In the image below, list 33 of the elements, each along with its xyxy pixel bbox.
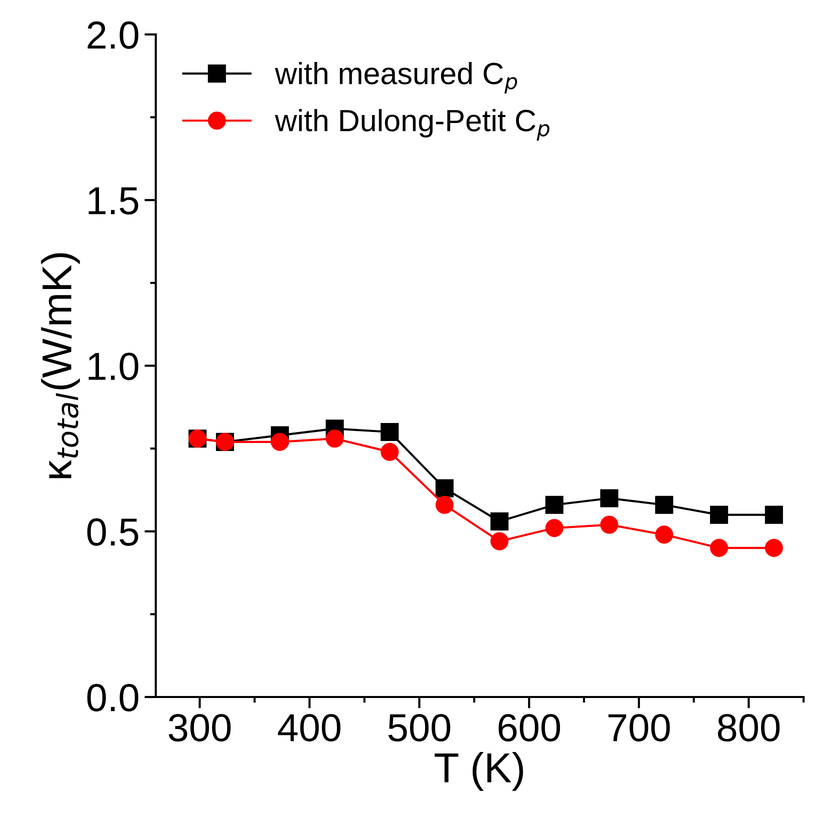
- point: [545, 496, 564, 514]
- point: [600, 489, 618, 508]
- x-tick-label: 600: [498, 714, 560, 742]
- point: [600, 516, 618, 534]
- y-tick-label: 0.0: [87, 684, 138, 712]
- y-axis-title: κ$_{total}$(W/mK): [41, 253, 80, 478]
- point: [490, 532, 508, 550]
- x-tick-label: 400: [278, 714, 340, 742]
- point: [764, 506, 783, 524]
- point: [326, 430, 344, 448]
- legend-label: with measured C$_{p}$: [274, 62, 518, 94]
- point: [380, 422, 399, 442]
- point: [436, 479, 454, 498]
- x-tick-label: 500: [388, 714, 450, 742]
- y-tick-label: 1.5: [88, 187, 138, 215]
- x-tick-label: 800: [718, 714, 780, 742]
- point: [655, 496, 674, 514]
- x-tick-label: 300: [168, 714, 231, 742]
- point: [655, 526, 674, 544]
- y-tick-label: 2.0: [88, 21, 138, 49]
- y-tick-label: 1.0: [88, 352, 138, 380]
- x-tick-label: 700: [608, 714, 670, 742]
- point: [545, 519, 564, 538]
- point: [764, 538, 783, 557]
- point: [436, 496, 454, 514]
- point: [490, 512, 508, 530]
- point: [710, 506, 728, 524]
- x-axis-title: T (K): [434, 752, 524, 791]
- legend-label: with Dulong-Petit C$_{p}$: [274, 108, 550, 141]
- y-tick-label: 0.5: [87, 518, 138, 546]
- point: [710, 538, 728, 557]
- point: [380, 442, 399, 461]
- point: [270, 432, 289, 451]
